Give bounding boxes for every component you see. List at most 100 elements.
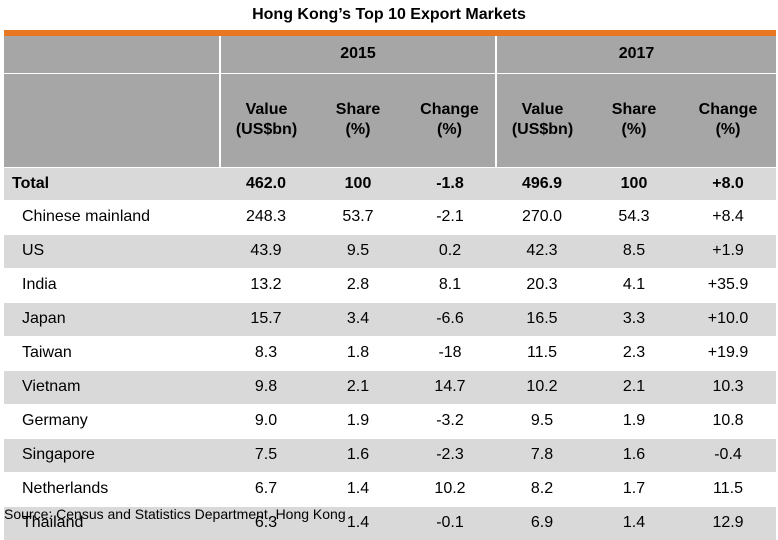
value-2015: 462.0 [220, 166, 312, 200]
corner-cell [4, 72, 220, 167]
share-2015: 1.9 [312, 403, 404, 438]
value-2015: 13.2 [220, 267, 312, 302]
value-2015: 7.5 [220, 437, 312, 472]
accent-bar [4, 30, 776, 36]
table-row: US 43.9 9.5 0.2 42.3 8.5 +1.9 [4, 233, 777, 268]
share-2015: 2.8 [312, 267, 404, 302]
change-2017: +19.9 [680, 335, 777, 370]
value-2015: 15.7 [220, 301, 312, 336]
source-note: Source: Census and Statistics Department… [4, 506, 346, 522]
change-2017: -0.4 [680, 437, 777, 472]
table-row: Vietnam 9.8 2.1 14.7 10.2 2.1 10.3 [4, 369, 777, 404]
value-2017: 270.0 [496, 199, 588, 234]
share-2017: 2.3 [588, 335, 680, 370]
share-2015: 1.6 [312, 437, 404, 472]
change-2015: -6.6 [404, 301, 496, 336]
change-2017: +8.4 [680, 199, 777, 234]
table-row: India 13.2 2.8 8.1 20.3 4.1 +35.9 [4, 267, 777, 302]
change-2017: +8.0 [680, 166, 777, 200]
row-label: Taiwan [4, 335, 220, 370]
table-row: Taiwan 8.3 1.8 -18 11.5 2.3 +19.9 [4, 335, 777, 370]
table-title: Hong Kong’s Top 10 Export Markets [252, 6, 526, 23]
share-header-2015: Share (%) [312, 72, 404, 167]
share-2017: 2.1 [588, 369, 680, 404]
year-header-2015: 2015 [219, 36, 496, 73]
share-header-2017: Share (%) [588, 72, 680, 167]
column-header-row: Value (US$bn) Share (%) Change (%) Value (US… [4, 72, 777, 167]
value-2015: 43.9 [220, 233, 312, 268]
share-2017: 4.1 [588, 267, 680, 302]
share-2017: 100 [588, 166, 680, 200]
share-2015: 100 [312, 166, 404, 200]
change-2017: +1.9 [680, 233, 777, 268]
value-2015: 8.3 [220, 335, 312, 370]
share-2017: 1.4 [588, 505, 680, 540]
change-2017: +35.9 [680, 267, 777, 302]
share-2017: 1.9 [588, 403, 680, 438]
change-2015: -1.8 [404, 166, 496, 200]
change-2017: 10.8 [680, 403, 777, 438]
share-2017: 1.6 [588, 437, 680, 472]
change-2015: -3.2 [404, 403, 496, 438]
year-header-2017: 2017 [494, 36, 777, 73]
year-header-row: 2015 2017 [4, 36, 777, 73]
table-row: Netherlands 6.7 1.4 10.2 8.2 1.7 11.5 [4, 471, 777, 506]
share-2015: 1.8 [312, 335, 404, 370]
share-2017: 1.7 [588, 471, 680, 506]
share-2015: 2.1 [312, 369, 404, 404]
share-2017: 8.5 [588, 233, 680, 268]
share-2015: 9.5 [312, 233, 404, 268]
share-2015: 53.7 [312, 199, 404, 234]
share-2015: 3.4 [312, 301, 404, 336]
change-2017: 11.5 [680, 471, 777, 506]
change-2015: 8.1 [404, 267, 496, 302]
row-label: Japan [4, 301, 220, 336]
share-2015: 1.4 [312, 471, 404, 506]
change-2015: -2.3 [404, 437, 496, 472]
corner-cell [4, 36, 220, 73]
change-2015: 14.7 [404, 369, 496, 404]
export-markets-table: 2015 2017 Value (US$bn) Share (%) Change (%… [4, 36, 777, 540]
table-row: Singapore 7.5 1.6 -2.3 7.8 1.6 -0.4 [4, 437, 777, 472]
share-2017: 54.3 [588, 199, 680, 234]
row-label: Singapore [4, 437, 220, 472]
change-header-2017: Change (%) [680, 72, 777, 167]
value-2017: 8.2 [496, 471, 588, 506]
value-2017: 16.5 [496, 301, 588, 336]
change-2015: -18 [404, 335, 496, 370]
row-label: Total [4, 166, 220, 200]
row-label: Chinese mainland [4, 199, 220, 234]
value-2015: 9.8 [220, 369, 312, 404]
value-2017: 10.2 [496, 369, 588, 404]
row-label: Vietnam [4, 369, 220, 404]
table-row: Chinese mainland 248.3 53.7 -2.1 270.0 54.3 +8… [4, 199, 777, 234]
change-2017: 10.3 [680, 369, 777, 404]
share-2017: 3.3 [588, 301, 680, 336]
change-2017: 12.9 [680, 505, 777, 540]
row-label: India [4, 267, 220, 302]
value-2015: 6.7 [220, 471, 312, 506]
value-2015: 248.3 [220, 199, 312, 234]
value-2017: 9.5 [496, 403, 588, 438]
value-2015: 9.0 [220, 403, 312, 438]
change-2015: -2.1 [404, 199, 496, 234]
value-header-2015: Value (US$bn) [219, 72, 312, 167]
value-2017: 42.3 [496, 233, 588, 268]
row-label: Germany [4, 403, 220, 438]
table-row: Japan 15.7 3.4 -6.6 16.5 3.3 +10.0 [4, 301, 777, 336]
total-row: Total 462.0 100 -1.8 496.9 100 +8.0 [4, 166, 777, 200]
change-2015: 10.2 [404, 471, 496, 506]
row-label: Netherlands [4, 471, 220, 506]
value-2017: 496.9 [496, 166, 588, 200]
value-2017: 20.3 [496, 267, 588, 302]
change-2015: 0.2 [404, 233, 496, 268]
row-label: US [4, 233, 220, 268]
table-row: Germany 9.0 1.9 -3.2 9.5 1.9 10.8 [4, 403, 777, 438]
value-2017: 6.9 [496, 505, 588, 540]
value-2017: 7.8 [496, 437, 588, 472]
change-2015: -0.1 [404, 505, 496, 540]
change-header-2015: Change (%) [404, 72, 496, 167]
value-header-2017: Value (US$bn) [495, 72, 588, 167]
value-2017: 11.5 [496, 335, 588, 370]
change-2017: +10.0 [680, 301, 777, 336]
